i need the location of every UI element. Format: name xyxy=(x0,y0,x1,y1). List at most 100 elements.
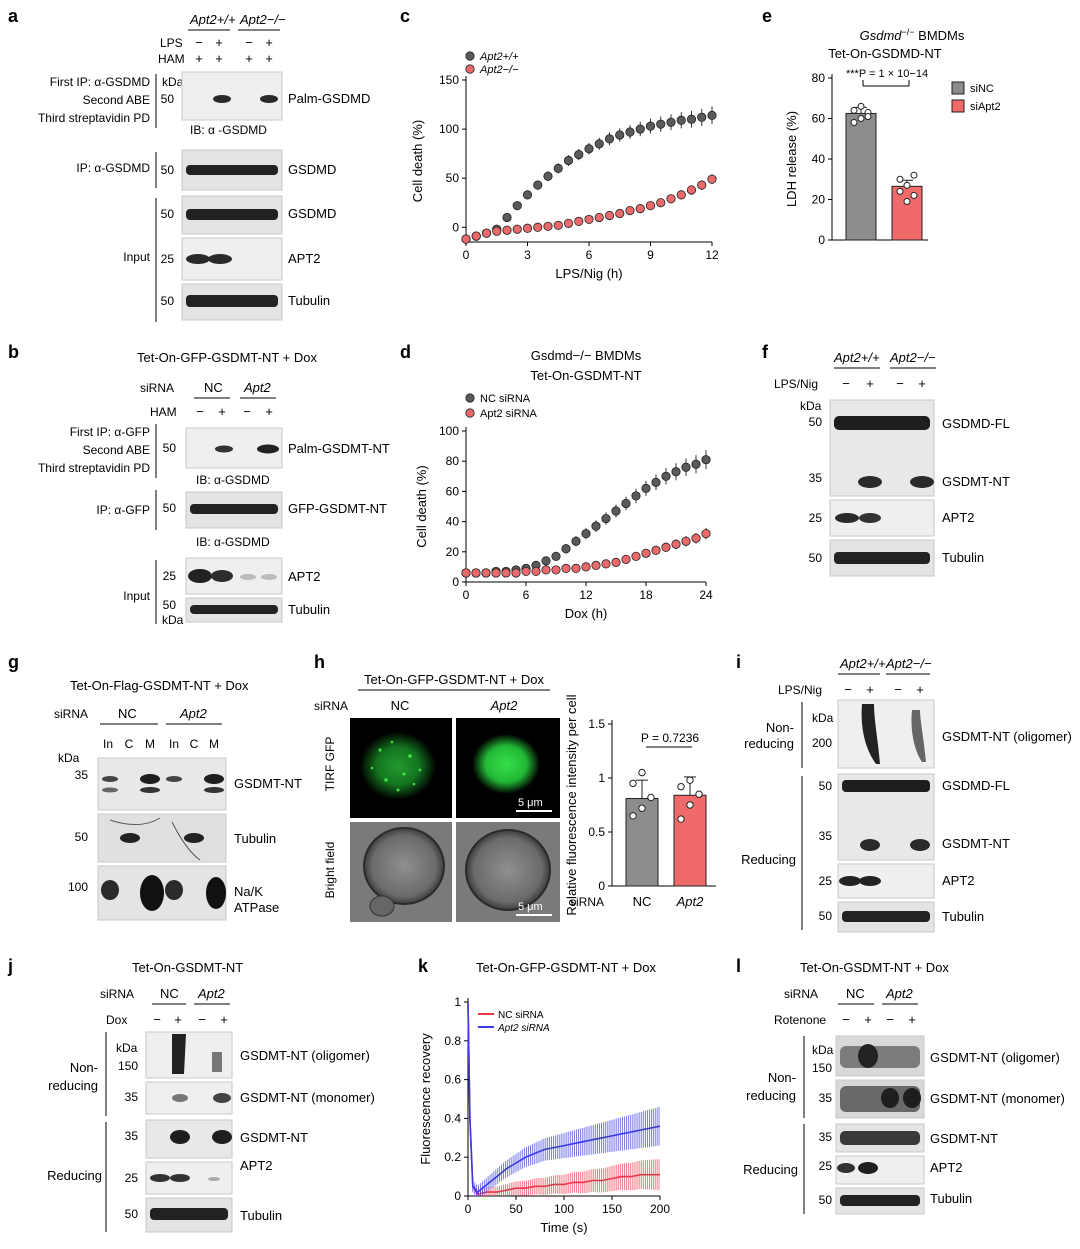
lane-sign: + xyxy=(908,1012,916,1027)
mw-marker: 50 xyxy=(809,415,823,429)
lane-sign: + xyxy=(215,35,223,50)
band-label: Tubulin xyxy=(240,1208,282,1223)
band-label: GSDMT-NT xyxy=(942,474,1010,489)
ip-line: First IP: α-GFP xyxy=(70,425,150,439)
blot-i-reducing xyxy=(837,773,935,861)
group-label: Apt2 xyxy=(490,698,519,713)
y-axis-label: Relative fluorescence intensity per cell xyxy=(564,694,579,915)
mw-marker: 25 xyxy=(161,252,175,266)
legend-label: Apt2+/+ xyxy=(479,51,519,63)
data-point xyxy=(502,212,512,223)
y-tick-label: 0 xyxy=(454,1189,461,1203)
kda-label: kDa xyxy=(800,399,822,413)
bright-field-nc xyxy=(350,822,452,922)
blot-tubulin xyxy=(185,597,283,623)
data-point xyxy=(697,112,707,122)
genotype-label: Apt2−/− xyxy=(889,350,936,365)
y-tick-label: 0.6 xyxy=(444,1073,461,1087)
band-label: GSDMD-FL xyxy=(942,778,1010,793)
sirna-label: siRNA xyxy=(314,699,348,713)
genotype-label: Apt2+/+ xyxy=(189,12,236,27)
mw-marker: 25 xyxy=(819,874,833,888)
lane-sign: − xyxy=(842,376,850,391)
group-label: NC xyxy=(160,986,179,1001)
genotype-label: Apt2+/+ xyxy=(833,350,880,365)
group-label: Apt2 xyxy=(179,706,208,721)
legend-label: siNC xyxy=(970,83,994,95)
y-tick-label: 0 xyxy=(818,233,825,247)
x-tick-label: 0 xyxy=(463,248,470,262)
row-label: HAM xyxy=(158,52,185,66)
band-label: GSDMT-NT xyxy=(240,1130,308,1145)
mw-marker: 200 xyxy=(812,736,832,750)
data-point xyxy=(701,529,711,539)
group-label: Non- xyxy=(70,1060,98,1075)
data-point xyxy=(910,171,918,179)
legend-label: Apt2 siRNA xyxy=(480,408,538,420)
y-tick-label: 1 xyxy=(598,771,605,785)
lane-sign: − xyxy=(245,35,253,50)
scale-bar xyxy=(516,914,552,916)
panel-f: f Apt2+/+ Apt2−/− LPS/Nig − + − + kDa 50… xyxy=(762,342,1010,577)
band-label: GSDMT-NT (oligomer) xyxy=(930,1050,1060,1065)
data-point xyxy=(641,483,651,493)
lane-label: M xyxy=(209,737,219,751)
data-point xyxy=(584,214,594,225)
ip-line: Third streptavidin PD xyxy=(38,461,150,475)
sirna-label: siRNA xyxy=(100,987,134,1001)
y-tick-label: 60 xyxy=(446,484,460,498)
y-tick-label: 100 xyxy=(439,424,459,438)
data-point xyxy=(686,114,697,124)
y-tick-label: 1.5 xyxy=(588,717,605,731)
band-label: GSDMT-NT xyxy=(930,1131,998,1146)
band-label: APT2 xyxy=(942,510,975,525)
bar xyxy=(673,794,707,887)
x-tick-label: 150 xyxy=(602,1202,622,1216)
data-point xyxy=(553,163,563,173)
data-point xyxy=(625,205,635,216)
data-point xyxy=(651,545,661,555)
data-point xyxy=(621,498,631,509)
mw-marker: 150 xyxy=(812,1061,832,1075)
data-point xyxy=(601,513,611,524)
blot-f-tubulin xyxy=(829,539,935,577)
kda-label: kDa xyxy=(58,751,80,765)
band-label: GSDMT-NT xyxy=(942,836,1010,851)
lane-sign: − xyxy=(243,404,251,419)
data-point xyxy=(533,222,543,232)
blot-j-apt2 xyxy=(145,1161,233,1195)
x-tick-label: NC xyxy=(633,894,652,909)
lane-sign: − xyxy=(844,682,852,697)
data-point xyxy=(553,220,563,230)
band-label: Tubulin xyxy=(288,602,330,617)
panel-title: Tet-On-GSDMT-NT xyxy=(132,960,243,975)
genotype-label: Apt2−/− xyxy=(885,656,932,671)
data-point xyxy=(501,568,511,578)
group-label: NC xyxy=(846,986,865,1001)
sirna-label: siRNA xyxy=(54,707,88,721)
data-point xyxy=(701,455,711,465)
blot-g-tubulin xyxy=(97,813,227,863)
panel-h-chart: 0 0.5 1 1.5 Relative fluorescence intensity … xyxy=(564,694,716,916)
bright-field-apt2 xyxy=(456,822,560,922)
x-tick-label: 12 xyxy=(579,588,593,602)
panel-d-chart: d Gsdmd−/− BMDMsTet-On-GSDMT-NT020406080… xyxy=(400,342,713,621)
data-point xyxy=(574,150,584,160)
blot-i-oligomer xyxy=(837,699,935,769)
band-label: APT2 xyxy=(288,569,321,584)
blot-j-monomer xyxy=(145,1081,233,1115)
blot-apt2 xyxy=(185,557,283,595)
mw-marker: 35 xyxy=(819,1091,833,1105)
group-label: Apt2 xyxy=(197,986,226,1001)
x-tick-label: 24 xyxy=(699,588,713,602)
lane-sign: + xyxy=(218,404,226,419)
band-label: Tubulin xyxy=(930,1191,972,1206)
blot-gsdmd-ip xyxy=(181,149,283,191)
data-point xyxy=(615,130,625,140)
lane-sign: − xyxy=(894,682,902,697)
band-label: Palm-GSDMT-NT xyxy=(288,441,390,456)
data-point xyxy=(601,559,611,569)
data-point xyxy=(686,185,697,195)
data-point xyxy=(638,768,646,777)
data-point xyxy=(563,218,574,228)
